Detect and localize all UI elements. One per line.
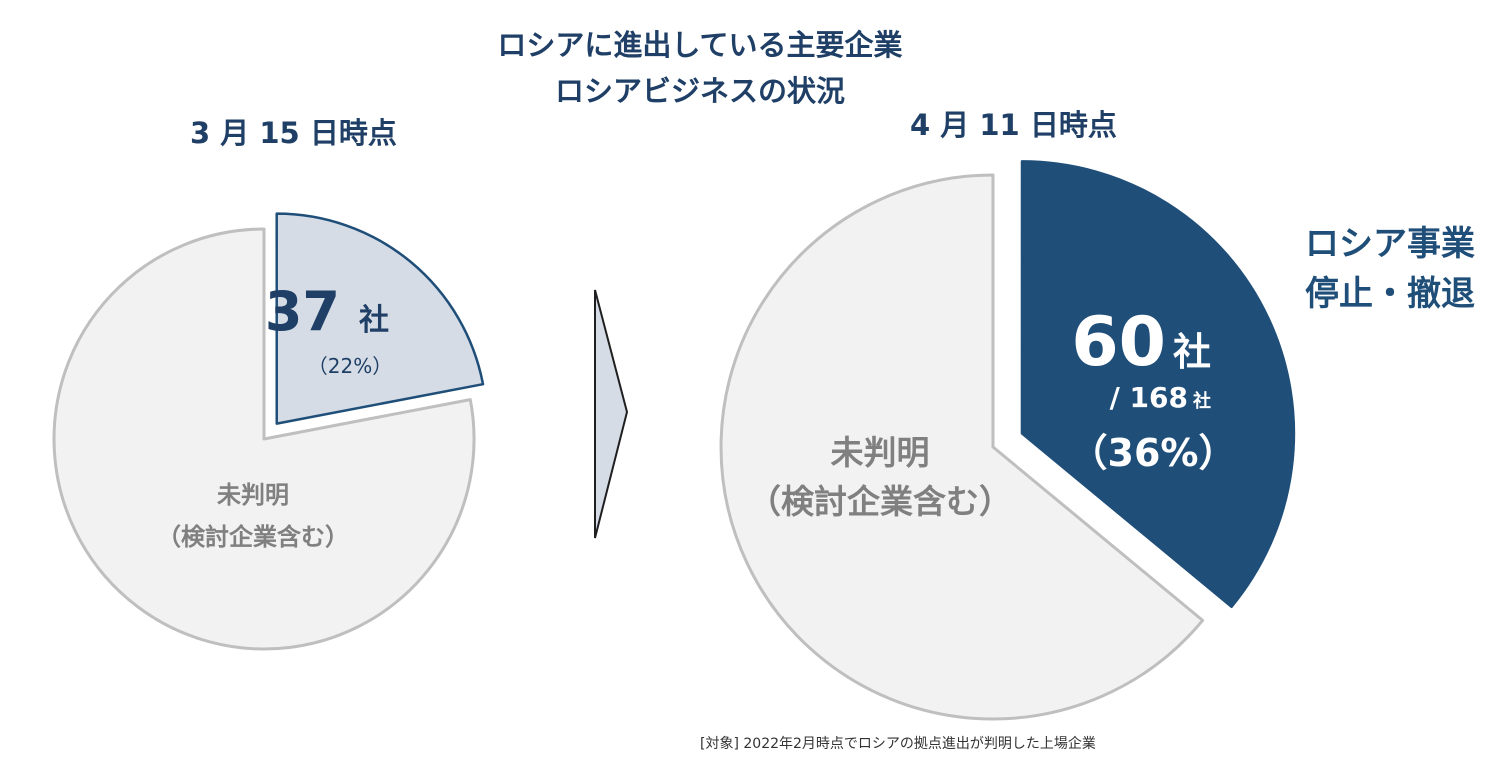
left-slice-unknown [52,227,476,651]
left-pct-label: （22%） [308,354,392,378]
right-total-label: / 168 [1110,381,1188,414]
right-slice-withdrawn [1020,160,1296,609]
legend-label-line1: ロシア事業 [1305,224,1475,264]
right-unknown-label: 未判明 [831,433,930,472]
right-pct-label: （36%） [1070,431,1237,475]
right-value-label: 60 [1071,303,1166,382]
left-value-unit: 社 [359,303,389,338]
left-unknown-label: 未判明 [217,481,289,509]
legend-label-line2: 停止・撤退 [1305,274,1475,314]
left-unknown-sublabel: （検討企業含む） [157,523,349,551]
chart-title-line2: ロシアビジネスの状況 [554,74,845,108]
left-chart-date: 3 月 15 日時点 [190,116,397,150]
chart-title-line1: ロシアに進出している主要企業 [497,28,903,62]
right-unknown-sublabel: （検討企業含む） [748,482,1012,521]
right-value-unit: 社 [1173,330,1211,374]
transition-arrow-icon [594,289,629,539]
right-slice-unknown [719,173,1205,721]
right-chart-date: 4 月 11 日時点 [910,108,1117,142]
left-value-label: 37 [265,280,340,343]
footnote: [対象] 2022年2月時点でロシアの拠点進出が判明した上場企業 [700,736,1096,752]
left-slice-withdrawn [275,212,485,425]
right-total-unit: 社 [1193,390,1211,412]
